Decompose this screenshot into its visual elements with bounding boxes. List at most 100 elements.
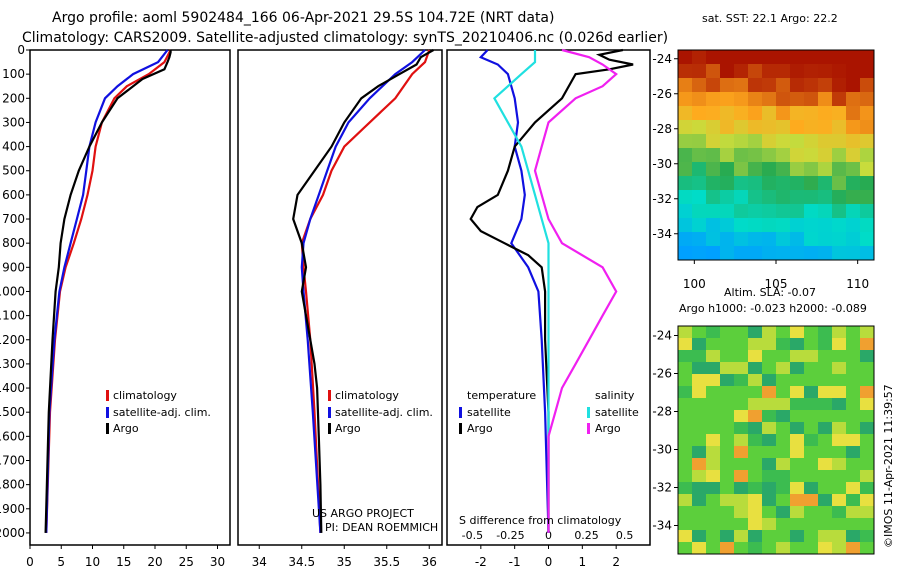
sla-cell [818, 338, 833, 351]
sla-cell [692, 446, 707, 459]
sst-cell [776, 204, 791, 219]
sla-cell [776, 350, 791, 363]
sla-cell [776, 530, 791, 543]
sla-cell [720, 350, 735, 363]
sla-cell [818, 410, 833, 423]
sla-cell [692, 326, 707, 339]
sla-cell [706, 446, 721, 459]
sst-cell [804, 190, 819, 205]
sla-cell [846, 410, 861, 423]
sst-cell [776, 218, 791, 233]
title-line-1: Argo profile: aoml 5902484_166 06-Apr-20… [52, 10, 554, 26]
sst-cell [734, 78, 749, 93]
sla-cell [706, 386, 721, 399]
sla-cell [818, 482, 833, 495]
legend-label-temp-satellite: satellite [467, 406, 511, 419]
sla-cell [748, 398, 763, 411]
sla-cell [860, 362, 875, 375]
lat-tick-label: -30 [652, 443, 672, 457]
sst-cell [804, 204, 819, 219]
salinity-lines [292, 49, 435, 533]
sst-cell [790, 162, 805, 177]
sla-cell [692, 374, 707, 387]
sla-cell [776, 422, 791, 435]
temperature-plot-frame [29, 49, 231, 546]
sst-cell [678, 162, 693, 177]
salinity-legend: climatology satellite-adj. clim. Argo [328, 389, 433, 435]
sla-cell [846, 350, 861, 363]
sla-cell [748, 470, 763, 483]
sst-cell [762, 78, 777, 93]
sst-cell [678, 64, 693, 79]
sla-cell [706, 470, 721, 483]
sla-cell [804, 326, 819, 339]
lat-tick-label: -32 [652, 481, 672, 495]
sla-cell [748, 542, 763, 555]
sla-cell [818, 530, 833, 543]
sst-cell [706, 176, 721, 191]
sst-cell [678, 92, 693, 107]
sst-cell [762, 148, 777, 163]
sst-cell [734, 106, 749, 121]
sst-cell [846, 190, 861, 205]
sla-cell [762, 362, 777, 375]
sst-cell [818, 64, 833, 79]
sla-cell [762, 338, 777, 351]
sla-cell [860, 458, 875, 471]
lat-tick-label: -26 [652, 367, 672, 381]
sla-cell [846, 494, 861, 507]
sla-cell [776, 374, 791, 387]
sst-lat-axis: -24 -26 -28 -30 -32 -34 [652, 52, 678, 241]
sal-tick-label: 34 [252, 555, 267, 569]
sla-cell [804, 386, 819, 399]
depth-tick-label: 1800 [0, 478, 25, 492]
sst-map-panel: sat. SST: 22.1 Argo: 22.2 -24 -26 -28 -30 -3… [652, 12, 875, 291]
depth-tick-label: 500 [2, 164, 25, 178]
sst-cell [860, 218, 875, 233]
sla-cell [804, 350, 819, 363]
sst-cell [804, 162, 819, 177]
sst-cell [720, 204, 735, 219]
tdiff-tick-label: 2 [612, 555, 620, 569]
sla-cell [734, 482, 749, 495]
sst-cell [832, 64, 847, 79]
sst-cell [762, 134, 777, 149]
sst-cell [832, 232, 847, 247]
series-line-salinity-satellite [493, 50, 550, 533]
sst-cell [706, 246, 721, 261]
sla-cell [776, 338, 791, 351]
sst-heatmap [678, 50, 875, 261]
sst-cell [706, 162, 721, 177]
sst-cell [706, 64, 721, 79]
sst-cell [734, 148, 749, 163]
sst-cell [776, 78, 791, 93]
sla-cell [678, 362, 693, 375]
sla-cell [706, 362, 721, 375]
sst-cell [692, 78, 707, 93]
sst-cell [776, 190, 791, 205]
sst-cell [734, 232, 749, 247]
sla-cell [846, 374, 861, 387]
sla-cell [818, 422, 833, 435]
sst-cell [720, 64, 735, 79]
sst-cell [804, 148, 819, 163]
temperature-legend: climatology satellite-adj. clim. Argo [106, 389, 211, 435]
sst-cell [776, 92, 791, 107]
lat-tick-label: -30 [652, 157, 672, 171]
sla-cell [706, 518, 721, 531]
sst-cell [832, 190, 847, 205]
sst-cell [748, 204, 763, 219]
sla-cell [790, 422, 805, 435]
lat-tick-label: -28 [652, 122, 672, 136]
temp-tick-label: 0 [26, 555, 34, 569]
sla-heatmap [678, 326, 875, 555]
sst-cell [720, 106, 735, 121]
sst-cell [692, 246, 707, 261]
sst-cell [720, 232, 735, 247]
sla-cell [692, 494, 707, 507]
sst-cell [804, 120, 819, 135]
sst-cell [762, 176, 777, 191]
sst-cell [790, 64, 805, 79]
sst-cell [860, 134, 875, 149]
sla-cell [678, 470, 693, 483]
